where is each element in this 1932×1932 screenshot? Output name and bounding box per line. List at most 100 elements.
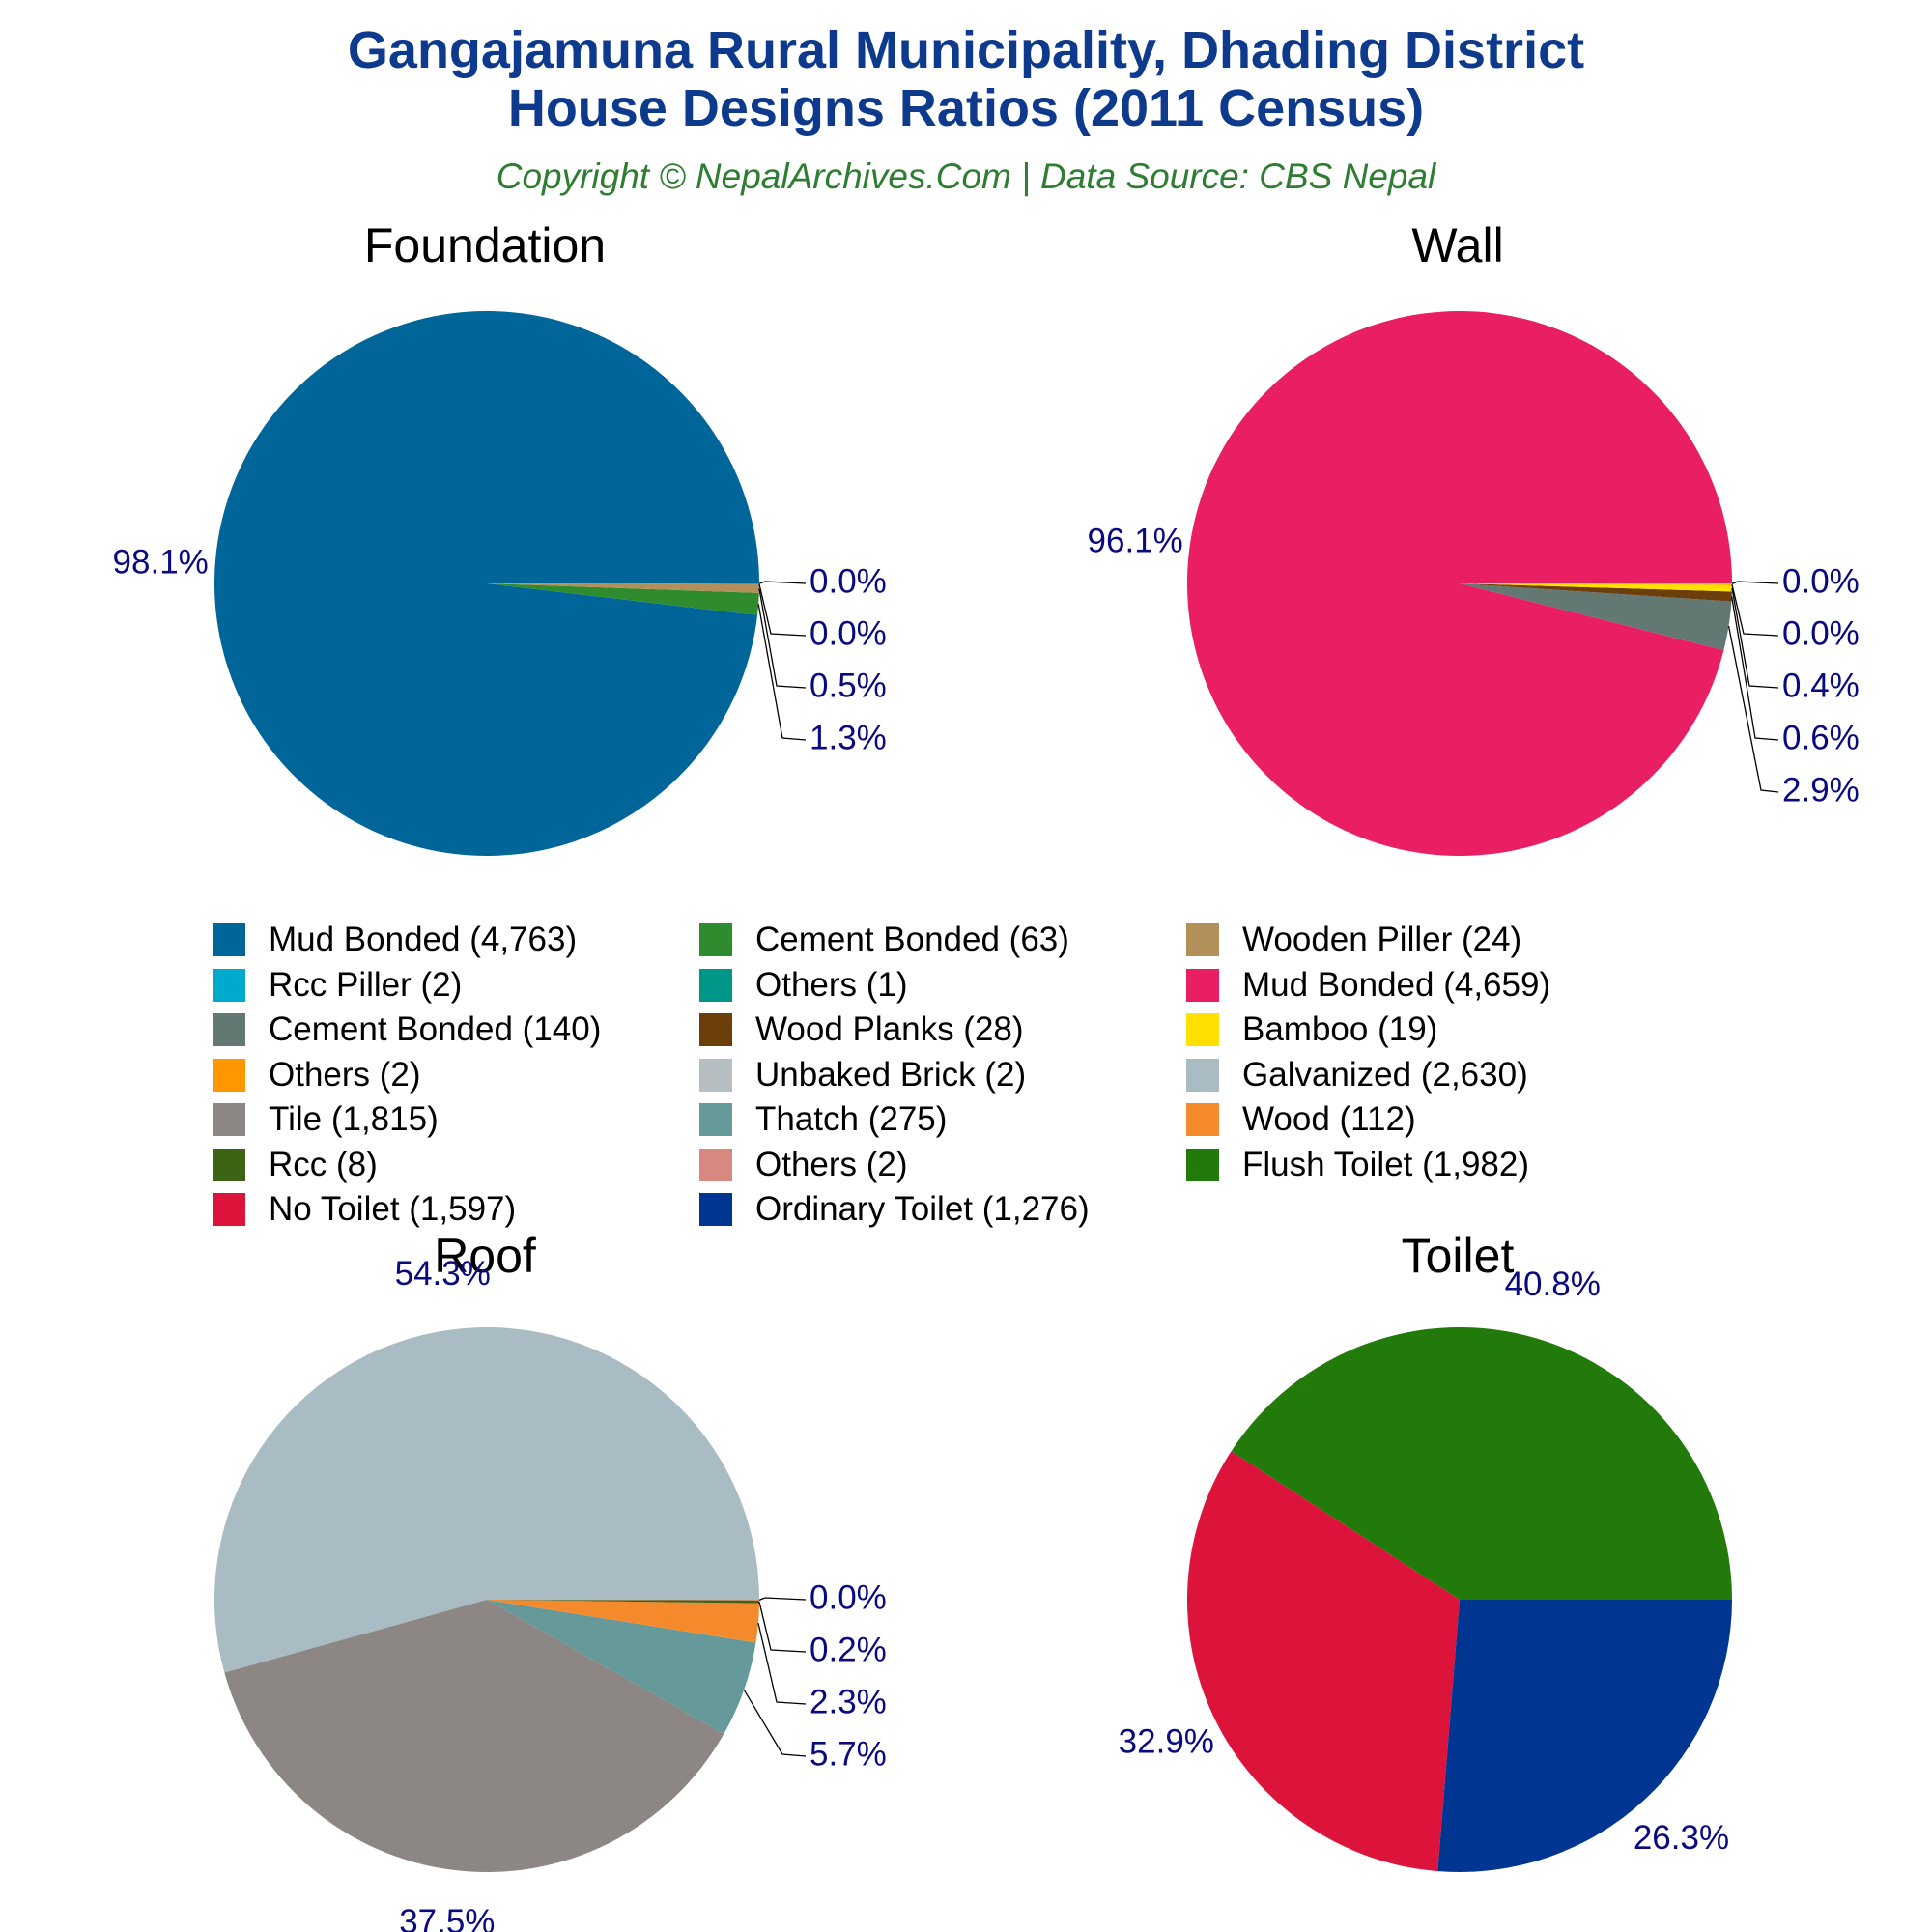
legend-label: Ordinary Toilet (1,276) (755, 1190, 1090, 1228)
wall-slice-bamboo (1460, 583, 1732, 592)
legend-label: Cement Bonded (63) (755, 921, 1069, 958)
legend-item: Others (1) (699, 963, 908, 1008)
legend-item: Cement Bonded (63) (699, 918, 1069, 962)
foundation-leader-line (758, 588, 807, 689)
foundation-pie-title: Foundation (363, 218, 607, 272)
legend-item: Others (2) (699, 1143, 908, 1187)
legend-swatch (1186, 923, 1219, 956)
toilet-pie (1187, 1327, 1732, 1872)
legend-item: Wood (112) (1186, 1097, 1416, 1142)
legend-swatch (1186, 1148, 1219, 1181)
toilet-percent-label: 32.9% (1119, 1723, 1214, 1761)
roof-percent-label: 54.3% (395, 1255, 491, 1293)
legend-item: Mud Bonded (4,763) (213, 918, 577, 962)
legend-item: Rcc Piller (2) (213, 963, 462, 1008)
roof-percent-label: 2.3% (810, 1683, 887, 1720)
legend-item: Wood Planks (28) (699, 1008, 1024, 1052)
wall-leader-line (1731, 581, 1779, 584)
roof-leader-line (757, 1622, 807, 1705)
wall-percent-label: 0.0% (1782, 562, 1860, 600)
legend-item: Cement Bonded (140) (213, 1008, 601, 1052)
legend-label: Others (2) (269, 1055, 421, 1094)
roof-slice-others (487, 1600, 759, 1601)
legend-swatch (699, 1058, 732, 1092)
legend-label: Wood (112) (1242, 1100, 1416, 1138)
wall-leader-line (1727, 625, 1779, 793)
wall-slice-cement-bonded (1460, 583, 1732, 651)
wall-pie (1186, 311, 1732, 857)
foundation-percent-label: 0.0% (810, 562, 887, 600)
legend-label: Wood Planks (28) (755, 1010, 1024, 1048)
legend-swatch (213, 1058, 245, 1092)
legend-label: Rcc (8) (269, 1145, 378, 1183)
legend-swatch (213, 1148, 245, 1181)
legend-label: Rcc Piller (2) (269, 965, 463, 1004)
foundation-slice-rcc-piller (487, 583, 759, 585)
foundation-percent-label: 98.1% (113, 544, 209, 582)
legend-swatch (213, 923, 245, 956)
wall-slice-others (1460, 583, 1732, 585)
wall-percent-label: 2.9% (1782, 771, 1860, 809)
foundation-leader-line (758, 583, 807, 637)
legend-item: Wooden Piller (24) (1186, 918, 1521, 962)
wall-leader-line (1731, 587, 1779, 689)
legend-swatch (699, 1193, 732, 1226)
legend-label: Galvanized (2,630) (1242, 1055, 1528, 1094)
legend-item: Galvanized (2,630) (1186, 1053, 1528, 1097)
roof-percent-label: 5.7% (810, 1735, 887, 1773)
legend-label: Others (2) (755, 1145, 908, 1183)
legend-swatch (1186, 1103, 1219, 1136)
toilet-slice-ordinary-toilet (1437, 1600, 1732, 1872)
wall-slice-mud-bonded (1186, 311, 1732, 857)
legend-label: Wooden Piller (24) (1242, 921, 1522, 958)
roof-percent-label: 37.5% (399, 1903, 495, 1932)
legend-swatch (1186, 968, 1219, 1002)
legend-item: No Toilet (1,597) (213, 1187, 516, 1232)
toilet-percent-label: 40.8% (1505, 1265, 1601, 1303)
toilet-slice-flush-toilet (1231, 1327, 1732, 1600)
wall-percent-label: 0.4% (1782, 667, 1860, 704)
legend-item: Mud Bonded (4,659) (1186, 963, 1550, 1008)
wall-slice-unbaked-brick (1460, 583, 1732, 584)
chart-header: Gangajamuna Rural Municipality, Dhading … (0, 21, 1932, 197)
legend-label: Cement Bonded (140) (269, 1010, 602, 1048)
legend-label: Flush Toilet (1,982) (1242, 1145, 1530, 1183)
legend-item: Bamboo (19) (1186, 1008, 1437, 1052)
wall-leader-line (1731, 583, 1779, 637)
legend-swatch (1186, 1058, 1219, 1092)
legend-item: Flush Toilet (1,982) (1186, 1143, 1529, 1187)
legend-item: Rcc (8) (213, 1143, 378, 1187)
roof-leader-line (758, 1602, 807, 1653)
roof-leader-line (743, 1689, 807, 1757)
foundation-leader-line (758, 581, 807, 584)
legend-label: Mud Bonded (4,763) (269, 921, 578, 958)
legend-swatch (213, 968, 245, 1002)
roof-slice-tile (224, 1600, 724, 1872)
legend-label: Bamboo (19) (1242, 1010, 1438, 1048)
legend-item: Tile (1,815) (213, 1097, 439, 1142)
chart-title-line-1: Gangajamuna Rural Municipality, Dhading … (347, 21, 1585, 79)
wall-pie-title: Wall (1411, 218, 1504, 272)
legend-label: No Toilet (1,597) (269, 1190, 517, 1228)
legend-item: Others (2) (213, 1053, 421, 1097)
wall-percent-label: 96.1% (1088, 522, 1183, 559)
legend-swatch (1186, 1013, 1219, 1046)
wall-slice-wood-planks (1460, 583, 1732, 602)
roof-slice-wood (487, 1600, 759, 1643)
legend-label: Unbaked Brick (2) (755, 1055, 1027, 1094)
legend-label: Thatch (275) (755, 1100, 948, 1138)
roof-pie-title: Roof (434, 1229, 536, 1283)
legend-swatch (213, 1103, 245, 1136)
foundation-leader-line (757, 604, 807, 741)
roof-percent-label: 0.0% (810, 1578, 887, 1616)
foundation-slice-cement-bonded (487, 583, 759, 615)
roof-slice-galvanized (213, 1327, 759, 1673)
foundation-percent-label: 0.0% (810, 614, 887, 652)
legend-item: Thatch (275) (699, 1097, 947, 1142)
wall-leader-line (1731, 596, 1779, 741)
toilet-pie-title: Toilet (1401, 1229, 1515, 1283)
foundation-slice-mud-bonded (214, 310, 759, 856)
foundation-pie (214, 310, 759, 856)
legend-swatch (699, 968, 732, 1002)
